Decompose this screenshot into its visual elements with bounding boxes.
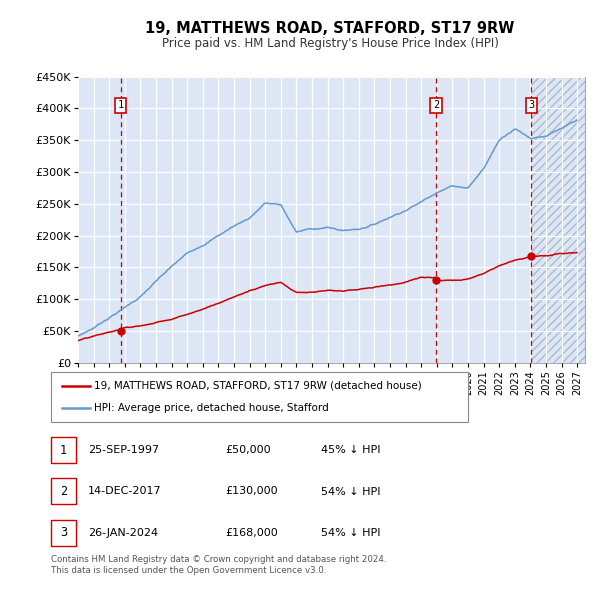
Text: £130,000: £130,000	[225, 487, 278, 496]
Text: Contains HM Land Registry data © Crown copyright and database right 2024.
This d: Contains HM Land Registry data © Crown c…	[51, 555, 386, 575]
Text: 3: 3	[529, 100, 535, 110]
Text: £50,000: £50,000	[225, 445, 271, 455]
Text: 14-DEC-2017: 14-DEC-2017	[88, 487, 162, 496]
Text: 54% ↓ HPI: 54% ↓ HPI	[321, 487, 380, 496]
Text: 54% ↓ HPI: 54% ↓ HPI	[321, 528, 380, 537]
Text: 25-SEP-1997: 25-SEP-1997	[88, 445, 160, 455]
Text: 26-JAN-2024: 26-JAN-2024	[88, 528, 158, 537]
Text: 45% ↓ HPI: 45% ↓ HPI	[321, 445, 380, 455]
Text: 19, MATTHEWS ROAD, STAFFORD, ST17 9RW (detached house): 19, MATTHEWS ROAD, STAFFORD, ST17 9RW (d…	[94, 381, 422, 391]
Text: HPI: Average price, detached house, Stafford: HPI: Average price, detached house, Staf…	[94, 403, 329, 413]
Text: £168,000: £168,000	[225, 528, 278, 537]
Text: 3: 3	[60, 526, 67, 539]
Text: 2: 2	[433, 100, 439, 110]
Text: 2: 2	[60, 485, 67, 498]
Text: 1: 1	[60, 444, 67, 457]
Bar	[532, 77, 585, 363]
Text: 19, MATTHEWS ROAD, STAFFORD, ST17 9RW: 19, MATTHEWS ROAD, STAFFORD, ST17 9RW	[145, 21, 515, 35]
Text: 1: 1	[118, 100, 124, 110]
Text: Price paid vs. HM Land Registry's House Price Index (HPI): Price paid vs. HM Land Registry's House …	[161, 37, 499, 50]
